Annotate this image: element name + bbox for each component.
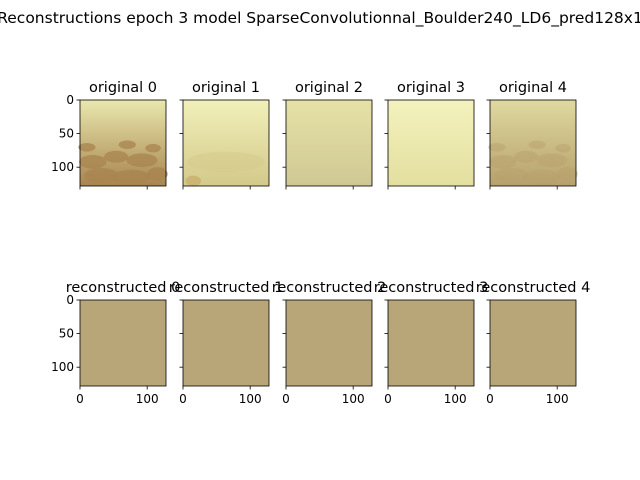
x-tick-label: 0 xyxy=(282,392,290,406)
haze-shape xyxy=(187,151,265,173)
panel-original-0: original 0 0 50 100 xyxy=(51,80,168,190)
rock-shape xyxy=(536,153,568,168)
panel-original-2: original 2 xyxy=(282,80,373,190)
panel-title: original 3 xyxy=(397,80,465,96)
rock-shape xyxy=(522,169,561,186)
x-tick-label: 100 xyxy=(136,392,159,406)
x-tick-label: 100 xyxy=(239,392,262,406)
x-tick-label: 100 xyxy=(342,392,365,406)
panel-title: original 4 xyxy=(499,80,567,96)
x-tick-label: 0 xyxy=(179,392,187,406)
panel-reconstructed-2: reconstructed 2 0 100 xyxy=(272,280,387,406)
image-fill xyxy=(490,300,576,386)
panel-title: original 2 xyxy=(295,80,363,96)
x-tick-label: 0 xyxy=(76,392,84,406)
image-fill xyxy=(388,300,474,386)
x-tick-label: 100 xyxy=(444,392,467,406)
panel-frame xyxy=(182,299,270,387)
panel-frame xyxy=(387,99,475,187)
panel-original-1: original 1 xyxy=(179,80,270,190)
panel-title: original 0 xyxy=(89,80,157,96)
y-tick-label: 0 xyxy=(66,93,74,107)
rock-shape xyxy=(84,167,119,184)
panel-title: reconstructed 4 xyxy=(476,280,591,296)
y-tick-label: 50 xyxy=(59,127,74,141)
panel-frame xyxy=(489,299,577,387)
rock-shape xyxy=(112,169,151,186)
rock-shape xyxy=(78,143,96,152)
panel-title: original 1 xyxy=(192,80,260,96)
rock-shape xyxy=(488,143,506,152)
image-background xyxy=(183,100,269,186)
rock-shape xyxy=(494,167,529,184)
rock-shape xyxy=(185,175,202,186)
panel-reconstructed-4: reconstructed 4 0 100 xyxy=(476,280,591,406)
image-background xyxy=(286,100,372,186)
x-tick-label: 100 xyxy=(546,392,569,406)
rock-shape xyxy=(145,143,161,153)
image-fill xyxy=(286,300,372,386)
panel-title: reconstructed 3 xyxy=(374,280,489,296)
image-fill xyxy=(183,300,269,386)
panel-original-3: original 3 xyxy=(384,80,475,190)
panel-title: reconstructed 2 xyxy=(272,280,387,296)
panel-frame xyxy=(285,299,373,387)
rock-shape xyxy=(79,155,107,169)
panel-frame xyxy=(182,99,270,187)
image-fill xyxy=(80,300,166,386)
rock-shape xyxy=(104,150,129,163)
x-tick-label: 0 xyxy=(384,392,392,406)
panel-title: reconstructed 0 xyxy=(66,280,181,296)
y-tick-label: 0 xyxy=(66,293,74,307)
rock-shape xyxy=(126,153,158,168)
image-background xyxy=(490,100,576,186)
panel-frame xyxy=(387,299,475,387)
panel-frame xyxy=(79,99,167,187)
x-tick-label: 0 xyxy=(486,392,494,406)
panel-reconstructed-3: reconstructed 3 0 100 xyxy=(374,280,489,406)
image-background xyxy=(388,100,474,186)
rock-shape xyxy=(118,140,136,150)
rock-shape xyxy=(528,140,546,150)
panel-title: reconstructed 1 xyxy=(169,280,284,296)
rock-shape xyxy=(555,143,571,153)
figure-suptitle: Reconstructions epoch 3 model SparseConv… xyxy=(0,9,640,28)
panel-reconstructed-1: reconstructed 1 0 100 xyxy=(169,280,284,406)
y-tick-label: 50 xyxy=(59,327,74,341)
y-tick-label: 100 xyxy=(51,160,74,174)
panel-frame xyxy=(79,299,167,387)
y-tick-label: 100 xyxy=(51,360,74,374)
rock-shape xyxy=(557,167,578,181)
panel-original-4: original 4 xyxy=(486,80,578,190)
rock-shape xyxy=(489,155,517,169)
panel-frame xyxy=(489,99,577,187)
rock-shape xyxy=(514,150,539,163)
panel-grid: original 0 0 50 100 original 1 original 2 orig… xyxy=(51,80,590,406)
panel-frame xyxy=(285,99,373,187)
rock-shape xyxy=(147,167,168,181)
